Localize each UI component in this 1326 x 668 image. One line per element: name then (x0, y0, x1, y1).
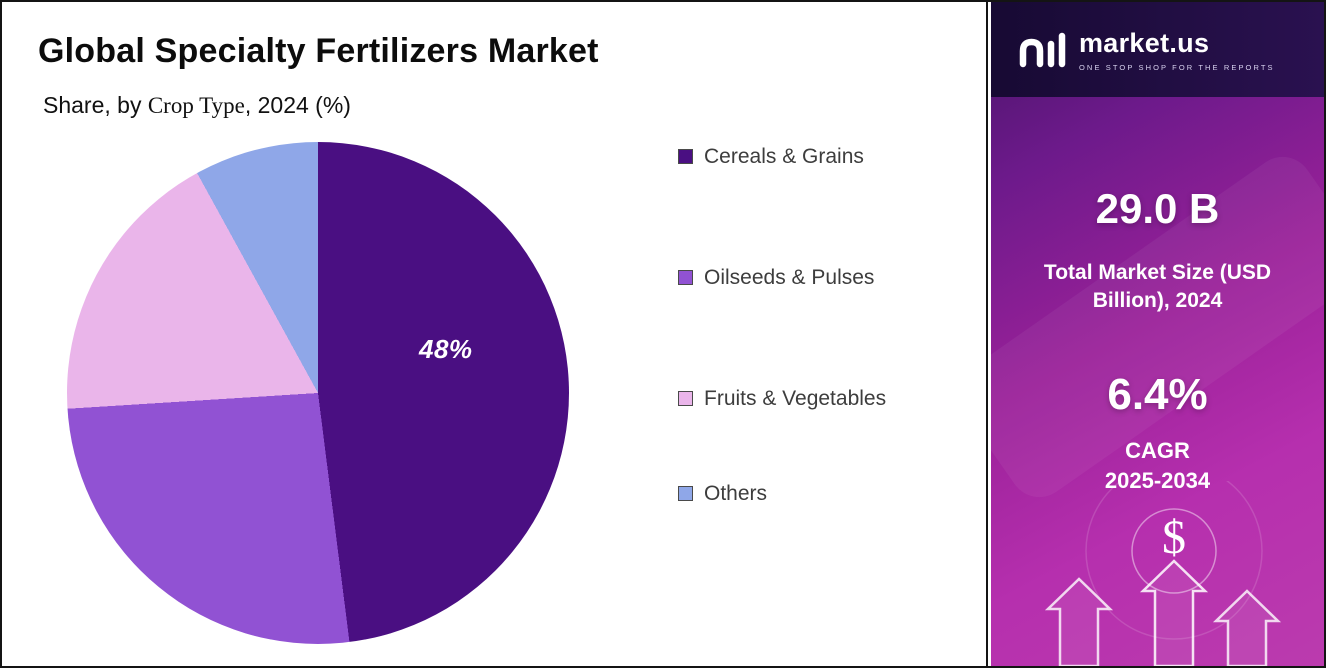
legend-label: Fruits & Vegetables (704, 387, 887, 410)
legend-item: Oilseeds & Pulses (678, 264, 928, 292)
cagr-stat: 6.4% CAGR 2025-2034 (991, 370, 1324, 494)
chart-panel: Global Specialty Fertilizers Market Shar… (2, 2, 988, 666)
legend-swatch (678, 391, 693, 406)
marketus-logo-icon (1019, 32, 1066, 67)
legend-swatch (678, 270, 693, 285)
pie-value-label: 48% (419, 334, 473, 364)
cagr-period: 2025-2034 (1104, 468, 1211, 493)
subtitle-prefix: Share, by (43, 92, 148, 118)
brand-header: market.us ONE STOP SHOP FOR THE REPORTS (991, 2, 1324, 97)
up-arrow-right-icon (1212, 589, 1282, 666)
legend: Cereals & Grains Oilseeds & Pulses Fruits … (678, 143, 928, 508)
legend-item: Cereals & Grains (678, 143, 928, 171)
logo-wordmark: market.us (1079, 27, 1210, 58)
growth-arrows-icon: $ (1044, 481, 1282, 666)
cagr-value: 6.4% (1107, 370, 1208, 419)
market-size-stat: 29.0 B Total Market Size (USD Billion), … (991, 185, 1324, 316)
page-title: Global Specialty Fertilizers Market (38, 32, 599, 70)
decor-circle-inner (1131, 508, 1217, 594)
legend-label: Cereals & Grains (704, 145, 864, 168)
pie-chart: 48% (67, 142, 569, 644)
brand-panel: market.us ONE STOP SHOP FOR THE REPORTS … (991, 2, 1324, 666)
marketus-logo: market.us ONE STOP SHOP FOR THE REPORTS (1017, 28, 1275, 72)
logo-text: market.us ONE STOP SHOP FOR THE REPORTS (1079, 28, 1275, 72)
market-size-label: Total Market Size (USD Billion), 2024 (1043, 261, 1272, 313)
subtitle-emphasis: Crop Type (147, 93, 245, 118)
legend-item: Fruits & Vegetables (678, 385, 928, 413)
up-arrow-middle-icon (1139, 559, 1209, 666)
legend-label: Oilseeds & Pulses (704, 266, 875, 289)
subtitle-suffix: , 2024 (%) (244, 92, 351, 118)
dollar-icon: $ (1162, 511, 1186, 564)
legend-label: Others (704, 482, 768, 505)
legend-item: Others (678, 480, 928, 508)
decor-circle-outer (1085, 481, 1263, 640)
up-arrow-left-icon (1044, 577, 1114, 666)
legend-swatch (678, 486, 693, 501)
cagr-label: CAGR (1125, 438, 1190, 463)
legend-swatch (678, 149, 693, 164)
chart-subtitle: Share, by Crop Type, 2024 (%) (43, 92, 351, 119)
logo-tagline: ONE STOP SHOP FOR THE REPORTS (1079, 62, 1275, 72)
market-size-value: 29.0 B (1095, 185, 1220, 232)
